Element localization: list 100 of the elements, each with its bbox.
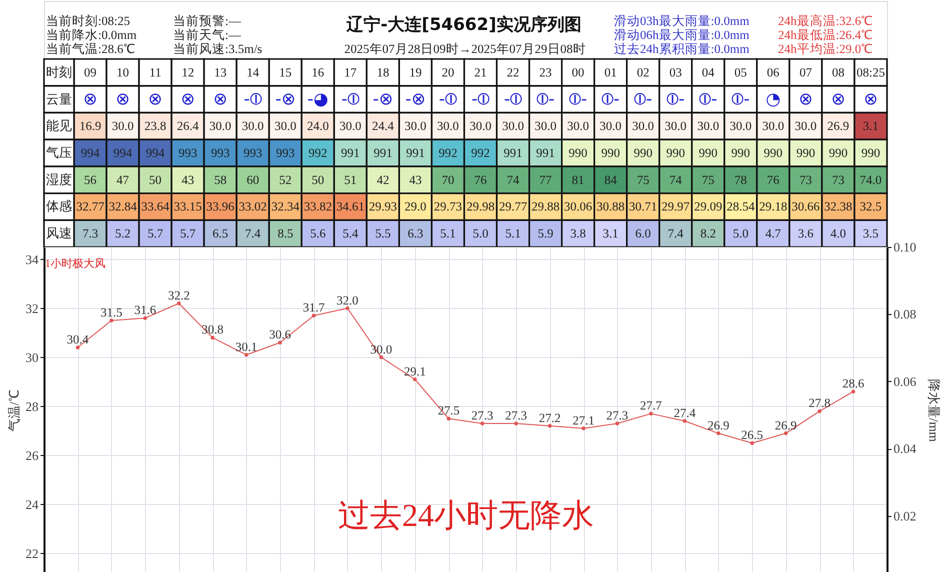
x-tick-label: 13 [214,65,227,80]
text: -◕ [307,89,328,110]
data-label: 60 [246,172,260,187]
data-label: 30.0 [567,119,589,134]
data-label: 30.0 [794,119,817,134]
data-label: 29.18 [759,200,788,214]
chart-subtitle: 2025年07月28日09时→2025年07月29日08时 [344,42,586,56]
x-tick-label: 09 [84,65,97,80]
text: -⦶ [244,89,262,110]
x-tick-label: 19 [409,65,422,80]
text: 当前时刻:08:25 [46,14,130,28]
point [851,390,856,394]
text: -⦶ [471,89,490,110]
x-tick-label: 16 [312,65,324,80]
data-label: 58 [214,172,227,187]
data-label: 52 [279,172,292,187]
x-tick-label: 20 [442,65,454,80]
text: ⊗ [83,89,98,110]
data-label: 43 [182,172,194,187]
point [210,336,214,340]
data-label: 6.0 [635,226,651,241]
data-label: 26.9 [707,418,730,432]
data-label: 3.8 [570,226,586,241]
text: ⦶- [732,89,750,110]
data-label: 27.3 [505,408,528,422]
text: -⦶ [341,89,360,110]
data-label: 994 [80,146,100,160]
data-label: 32.84 [108,200,138,214]
data-label: 4.0 [830,226,846,241]
x-tick-label: 04 [702,65,716,80]
data-label: 24.4 [372,119,395,134]
data-label: 7.4 [245,226,262,241]
data-label: 27.2 [538,410,561,425]
point [76,346,80,350]
text: ⊗ [831,89,846,110]
data-label: 993 [210,146,230,160]
data-label: 32.77 [76,200,104,214]
data-label: 30.0 [632,119,654,134]
data-label: 26.4 [176,119,200,134]
y2-tick-label: 0.02 [894,508,916,524]
y-tick-label: 26 [26,448,39,463]
data-label: 30.0 [209,119,232,134]
point [818,409,822,414]
data-label: 29.97 [662,200,690,214]
text: 当前降水:0.0mm [46,28,137,42]
text: ⦶- [666,89,685,110]
y-tick-label: 能见 [46,118,72,134]
text: ⊗ [116,89,130,110]
data-label: 6.3 [408,226,424,241]
data-label: 33.82 [304,200,332,214]
x-tick-label: 11 [149,65,162,80]
data-label: 24.0 [306,119,329,134]
data-label: 991 [504,146,522,160]
x-tick-label: 10 [116,65,130,80]
data-label: 5.7 [147,226,164,241]
text: -⊗ [405,89,426,110]
data-label: 5.6 [310,226,326,241]
data-label: 56 [84,172,97,187]
data-label: 26.5 [741,428,764,442]
data-label: 27.3 [471,408,494,422]
x-tick-label: 21 [474,65,487,80]
x-tick-label: 15 [279,65,292,80]
data-label: 51 [344,172,357,187]
data-label: 991 [374,146,392,160]
y-tick-label: 28 [26,398,38,414]
data-label: 990 [796,146,816,160]
data-label: 32.34 [271,200,300,214]
point [278,340,282,344]
data-label: 28.54 [726,200,756,214]
data-label: 990 [861,146,880,160]
annotation: 过去24小时无降水 [338,497,594,533]
text: -⦶ [504,89,522,110]
y-tick-label: 22 [26,546,38,561]
data-label: 30.0 [274,119,296,134]
data-label: 30.6 [269,328,291,342]
data-label: 8.5 [278,226,294,241]
y-tick-label: 云量 [46,91,72,106]
data-label: 27.1 [572,413,594,428]
data-label: 32.5 [860,200,882,214]
text: 过去24h累积雨量:0.0mm [614,42,750,56]
text: ⦶- [602,89,620,110]
y2-tick-label: 0.06 [894,374,917,389]
data-label: 33.15 [174,200,202,214]
data-label: 992 [308,146,328,160]
text: ⦶- [568,89,588,110]
data-label: 31.7 [302,300,325,315]
data-label: 29.73 [434,200,462,214]
y-tick-label: 风速 [46,226,72,241]
data-label: 27.3 [606,408,628,422]
point [143,316,148,320]
data-label: 5.7 [180,226,196,241]
x-tick-label: 02 [636,65,650,80]
text: -⦶ [438,89,458,110]
data-label: 30.1 [235,340,258,354]
data-label: 990 [601,146,620,160]
data-label: 29.93 [368,200,398,214]
x-tick-label: 23 [539,65,552,80]
data-label: 7.4 [668,226,684,241]
y2-tick-label: 0.08 [894,306,916,322]
point [110,318,114,322]
